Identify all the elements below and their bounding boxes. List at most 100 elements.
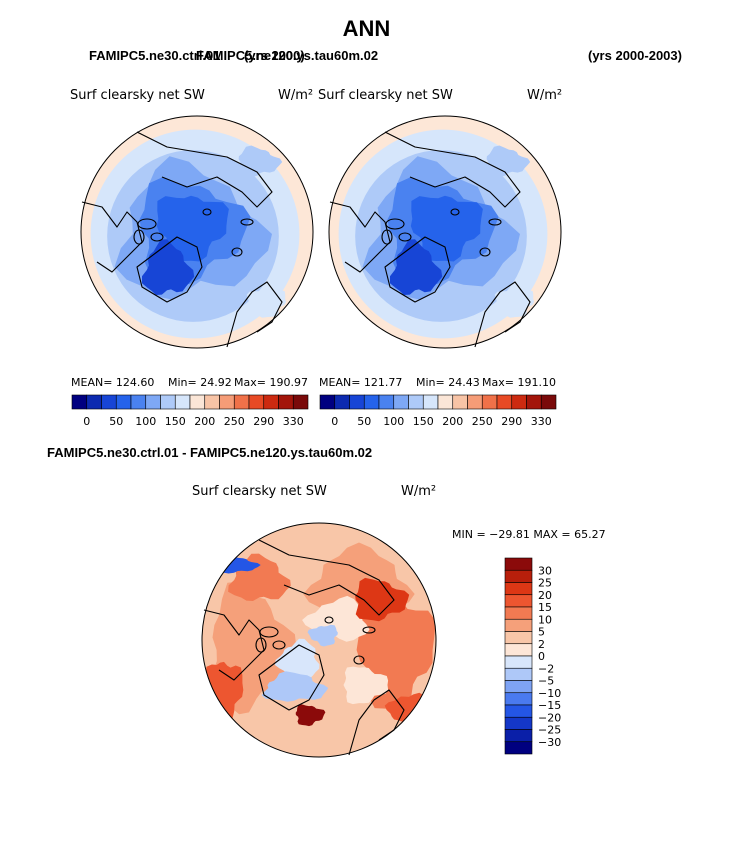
colorbar-box <box>292 394 309 410</box>
panel2-colorbar: 0 50 100 150 200 250 290 330 <box>319 394 557 428</box>
colorbar-tick-label: 50 <box>109 415 123 428</box>
island-coast <box>398 232 412 242</box>
island-coast <box>137 218 157 230</box>
asia-coast <box>136 131 273 208</box>
asia-coast <box>384 131 521 208</box>
colorbar-box <box>160 394 176 410</box>
colorbar-tick-label: −25 <box>538 724 561 737</box>
colorbar-box <box>467 394 483 410</box>
colorbar-tick-label: −2 <box>538 662 554 675</box>
panel2-title: Surf clearsky net SW <box>318 88 453 103</box>
colorbar-box <box>334 394 350 410</box>
colorbar-tick-label: 0 <box>83 415 90 428</box>
colorbar-box <box>511 394 527 410</box>
colorbar-box <box>504 643 533 657</box>
colorbar-box <box>504 631 533 645</box>
colorbar-box <box>504 618 533 632</box>
asia-field <box>484 145 531 177</box>
diff-patch <box>274 638 320 679</box>
colorbar-box <box>349 394 365 410</box>
island-coast <box>353 655 365 665</box>
panel2-min: Min= 24.43 <box>416 376 480 389</box>
colorbar-box <box>86 394 102 410</box>
colorbar-tick-label: 200 <box>442 415 463 428</box>
colorbar-tick-label: 200 <box>194 415 215 428</box>
colorbar-box <box>319 394 336 410</box>
colorbar-tick-label: 0 <box>538 650 545 663</box>
coastlines <box>81 131 283 348</box>
colorbar-tick-label: 20 <box>538 589 552 602</box>
island-coast <box>450 208 460 216</box>
panel2-max: Max= 191.10 <box>482 376 556 389</box>
colorbar-box <box>504 704 533 718</box>
island-coast <box>255 637 267 653</box>
colorbar-box <box>422 394 439 410</box>
diff-max-patch <box>295 704 326 727</box>
colorbar-tick-label: −20 <box>538 711 561 724</box>
colorbar-box <box>101 394 117 410</box>
colorbar-box <box>504 667 533 681</box>
island-coast <box>202 208 212 216</box>
difference-title: FAMIPC5.ne30.ctrl.01 - FAMIPC5.ne120.ys.… <box>47 445 373 460</box>
colorbar-tick-label: 100 <box>135 415 156 428</box>
colorbar-box <box>504 729 533 743</box>
colorbar-box <box>504 582 533 596</box>
colorbar-tick-label: 330 <box>283 415 304 428</box>
colorbar-tick-label: 290 <box>501 415 522 428</box>
colorbar-tick-label: 250 <box>224 415 245 428</box>
panel2-mean: MEAN= 121.77 <box>319 376 403 389</box>
colorbar-tick-label: −10 <box>538 687 561 700</box>
greenland-coast <box>384 236 451 303</box>
europe-coast <box>474 281 531 348</box>
colorbar-tick-label: 290 <box>253 415 274 428</box>
colorbar-tick-label: −30 <box>538 736 561 749</box>
colorbar-tick-label: 15 <box>538 601 552 614</box>
colorbar-tick-label: 50 <box>357 415 371 428</box>
island-coast <box>381 229 393 245</box>
coastlines <box>203 539 405 756</box>
diff-patch <box>355 577 410 622</box>
colorbar-tick-label: −5 <box>538 675 554 688</box>
map-field <box>329 116 561 348</box>
asia-coast <box>258 539 395 616</box>
colorbar-tick-label: 330 <box>531 415 552 428</box>
island-coast <box>133 229 145 245</box>
greenland-coast <box>258 644 325 711</box>
panel1-min: Min= 24.92 <box>168 376 232 389</box>
island-coast <box>240 218 254 226</box>
colorbar-box <box>504 680 533 694</box>
colorbar-tick-label: 10 <box>538 613 552 626</box>
colorbar-tick-label: 150 <box>413 415 434 428</box>
colorbar-box <box>481 394 498 410</box>
colorbar-box <box>504 655 533 669</box>
colorbar-tick-label: 25 <box>538 577 552 590</box>
island-coast <box>150 232 164 242</box>
europe-field <box>246 289 287 318</box>
colorbar-box <box>174 394 191 410</box>
colorbar-tick-label: 30 <box>538 564 552 577</box>
panel2-map <box>328 115 562 349</box>
colorbar-box <box>233 394 250 410</box>
panel1-mean: MEAN= 124.60 <box>71 376 155 389</box>
colorbar-tick-label: 100 <box>383 415 404 428</box>
colorbar-box <box>363 394 380 410</box>
case-name-center: FAMIPC5.ne120.ys.tau60m.02 <box>196 48 379 63</box>
map-border <box>328 115 562 349</box>
colorbar-box <box>204 394 220 410</box>
panel1-map <box>80 115 314 349</box>
island-coast <box>231 247 243 257</box>
panel3-minmax: MIN = −29.81 MAX = 65.27 <box>452 528 606 541</box>
diff-patch <box>261 671 329 702</box>
colorbar-box <box>115 394 132 410</box>
colorbar-box <box>130 394 147 410</box>
island-coast <box>385 218 405 230</box>
map-field <box>81 116 313 348</box>
asia-field <box>236 145 283 177</box>
case-years-overlap: (yrs 2000) <box>244 48 305 63</box>
diff-patch <box>343 666 389 705</box>
map-border <box>80 115 314 349</box>
island-coast <box>488 218 502 226</box>
